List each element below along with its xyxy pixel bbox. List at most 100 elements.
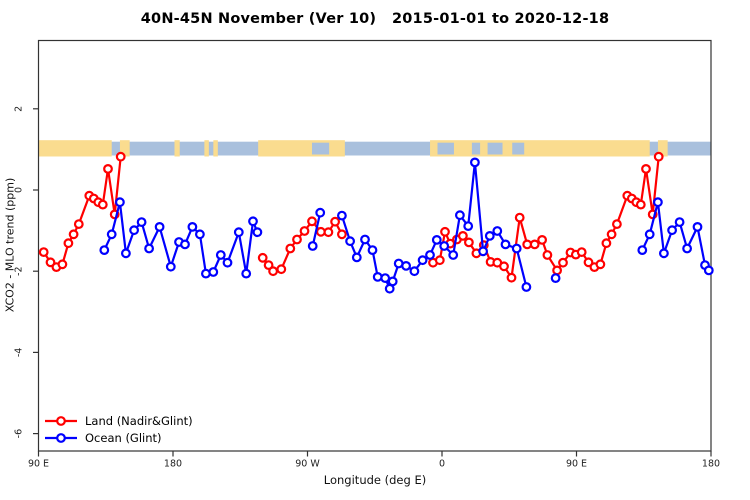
map-strip-lake (437, 142, 454, 155)
data-point (103, 163, 113, 174)
data-point (222, 257, 233, 268)
data-point (180, 239, 190, 250)
map-strip-land (38, 140, 112, 157)
data-point (38, 247, 49, 258)
data-point (641, 163, 651, 174)
data-point (360, 234, 370, 245)
data-point (463, 221, 474, 232)
data-point (458, 230, 468, 241)
data-point (583, 257, 594, 268)
map-strip-lake (471, 142, 481, 155)
series-line (311, 211, 322, 248)
data-point (470, 157, 480, 168)
data-point (506, 272, 517, 283)
series-line (340, 161, 528, 290)
data-point (612, 219, 622, 230)
data-point (257, 252, 268, 263)
data-point (595, 259, 606, 270)
data-point (659, 248, 669, 259)
plot-border (37, 39, 712, 452)
data-point (635, 199, 646, 210)
data-point (667, 225, 677, 236)
data-point (425, 250, 435, 260)
data-point (208, 267, 219, 277)
data-point (653, 151, 664, 162)
legend-item-land: Land (Nadir&Glint) (44, 412, 193, 429)
x-tick-label: 180 (164, 459, 182, 470)
x-tick-label: 90 E (28, 459, 49, 470)
data-point (558, 257, 568, 268)
data-point (307, 216, 317, 227)
legend-label-land: Land (Nadir&Glint) (85, 413, 193, 428)
data-point (601, 238, 612, 249)
data-point (606, 229, 617, 240)
data-point (552, 265, 562, 276)
data-point (307, 241, 318, 251)
data-point (550, 273, 561, 284)
data-point (45, 257, 56, 268)
data-point (115, 151, 126, 162)
data-point (440, 226, 450, 237)
data-point (499, 261, 509, 272)
x-tick-label: 90 W (295, 459, 320, 470)
data-point (292, 234, 302, 245)
data-point (521, 282, 532, 292)
map-strip-land (213, 140, 218, 157)
data-point (511, 243, 522, 254)
data-point (351, 252, 362, 263)
data-point (337, 229, 347, 240)
data-point (233, 227, 244, 238)
data-point (120, 248, 131, 259)
data-point (129, 225, 140, 236)
ocean-series-marker-icon (45, 432, 77, 443)
data-point (372, 272, 383, 282)
data-point (409, 266, 420, 277)
data-point (367, 245, 378, 256)
data-point (194, 229, 205, 240)
data-point (387, 276, 398, 287)
data-point (478, 246, 489, 257)
data-point (431, 234, 442, 245)
map-strip-lake (487, 142, 503, 155)
data-point (285, 243, 296, 254)
map-strip-land (174, 140, 180, 157)
data-point (248, 216, 258, 227)
map-strip-land (204, 140, 209, 157)
data-point (63, 238, 74, 249)
data-point (323, 227, 334, 238)
data-point (692, 221, 703, 232)
data-point (252, 227, 263, 238)
chart-title: 40N-45N November (Ver 10) 2015-01-01 to … (140, 11, 610, 27)
data-point (99, 245, 110, 256)
data-point (484, 230, 495, 241)
data-point (165, 261, 176, 272)
map-strip-lake (512, 142, 525, 155)
data-point (537, 234, 547, 245)
data-point (576, 247, 587, 258)
legend-label-ocean: Ocean (Glint) (85, 430, 162, 445)
data-point (464, 237, 474, 248)
data-point (492, 226, 503, 236)
map-strip-land (258, 140, 345, 157)
data-point (682, 243, 692, 254)
data-point (401, 261, 412, 271)
x-tick-label: 0 (439, 459, 445, 470)
series-line (641, 201, 710, 272)
data-point (448, 250, 459, 260)
data-point (330, 216, 341, 227)
data-point (439, 241, 450, 251)
data-point (337, 210, 347, 221)
y-tick-label: 2 (14, 106, 25, 112)
data-point (514, 212, 525, 223)
x-tick-label: 180 (702, 459, 720, 470)
data-point (136, 217, 147, 228)
data-point (417, 255, 428, 266)
data-point (703, 265, 714, 276)
data-point (97, 199, 108, 210)
data-point (114, 197, 125, 208)
y-tick-label: -6 (14, 429, 25, 438)
data-point (215, 250, 226, 260)
x-tick-label: 90 E (566, 459, 587, 470)
